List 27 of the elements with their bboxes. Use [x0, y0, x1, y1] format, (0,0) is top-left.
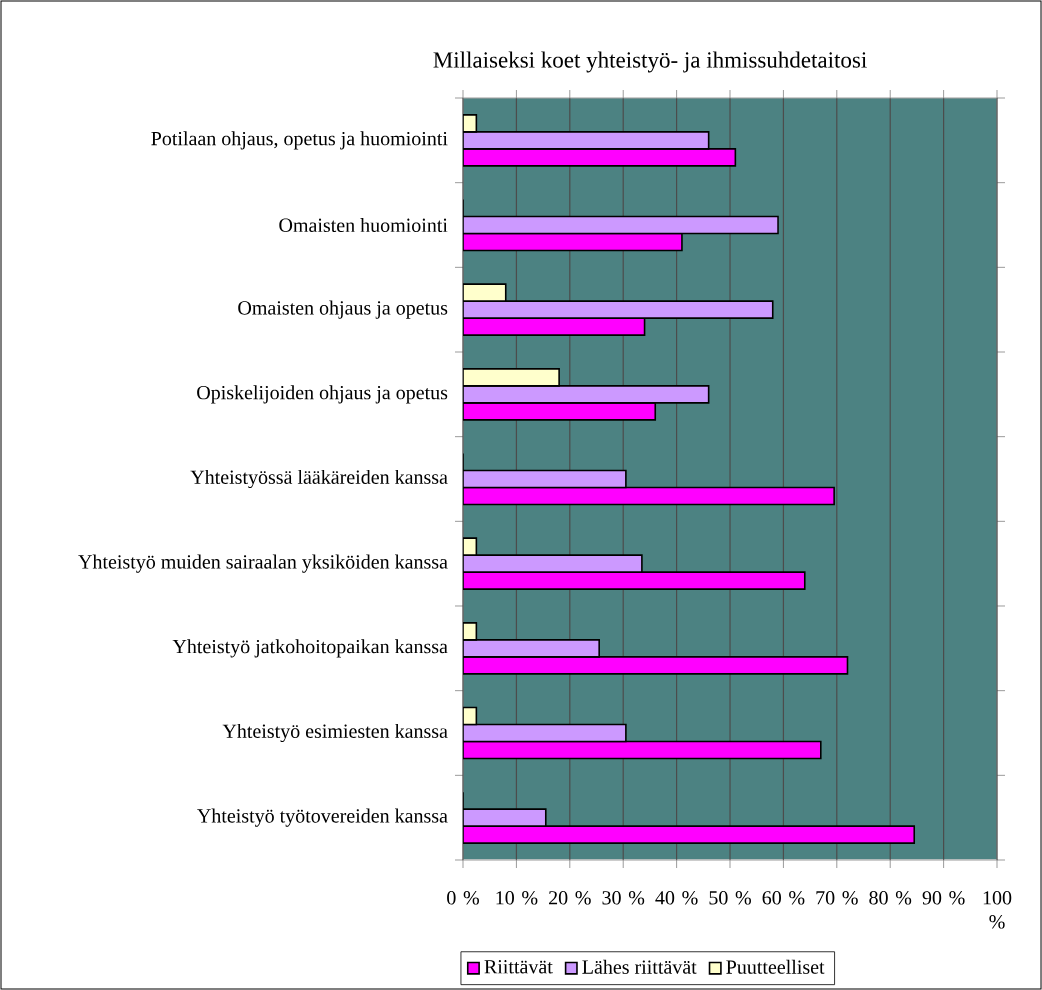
x-tick-label: 100 %: [983, 891, 1012, 929]
y-tick-label: Yhteistyö jatkohoitopaikan kanssa: [172, 639, 448, 658]
x-tick-label: 30 %: [602, 891, 645, 905]
legend-label: Riittävät: [484, 960, 553, 974]
chart-title: Millaiseksi koet yhteistyö- ja ihmissuhdetaitosi: [433, 51, 867, 73]
x-tick-label: 90 %: [922, 891, 965, 905]
y-tick-label: Potilaan ohjaus, opetus ja huomiointi: [151, 131, 448, 150]
bar: [463, 740, 822, 760]
y-tick-label: Yhteistyö esimiesten kanssa: [222, 723, 448, 743]
y-tick-label: Omaisten huomiointi: [279, 217, 448, 233]
x-tick-label: 40 %: [655, 891, 698, 905]
y-tick-label: Opiskelijoiden ohjaus ja opetus: [197, 385, 448, 404]
y-tick-label: Omaisten ohjaus ja opetus: [238, 300, 448, 319]
x-tick-label: 10 %: [496, 891, 538, 905]
x-tick-label: 20 %: [549, 891, 591, 905]
bar: [463, 232, 683, 252]
y-tick-label: Yhteistyö työtovereiden kanssa: [197, 808, 448, 827]
legend-label: Lähes riittävät: [582, 959, 697, 974]
x-tick-label: 0 %: [447, 891, 479, 905]
bar: [463, 486, 835, 506]
x-tick-label: 60 %: [762, 891, 805, 905]
x-tick-label: 50 %: [709, 891, 751, 905]
x-tick-label: 80 %: [869, 891, 912, 905]
y-tick-label: Yhteistyössä lääkäreiden kanssa: [190, 469, 448, 489]
x-tick-label: 70 %: [816, 891, 858, 905]
y-tick-label: Yhteistyö muiden sairaalan yksiköiden kanssa: [78, 554, 448, 573]
legend-label: Puutteelliset: [726, 959, 825, 974]
